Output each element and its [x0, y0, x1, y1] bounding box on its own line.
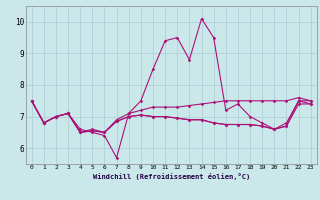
X-axis label: Windchill (Refroidissement éolien,°C): Windchill (Refroidissement éolien,°C) [92, 173, 250, 180]
